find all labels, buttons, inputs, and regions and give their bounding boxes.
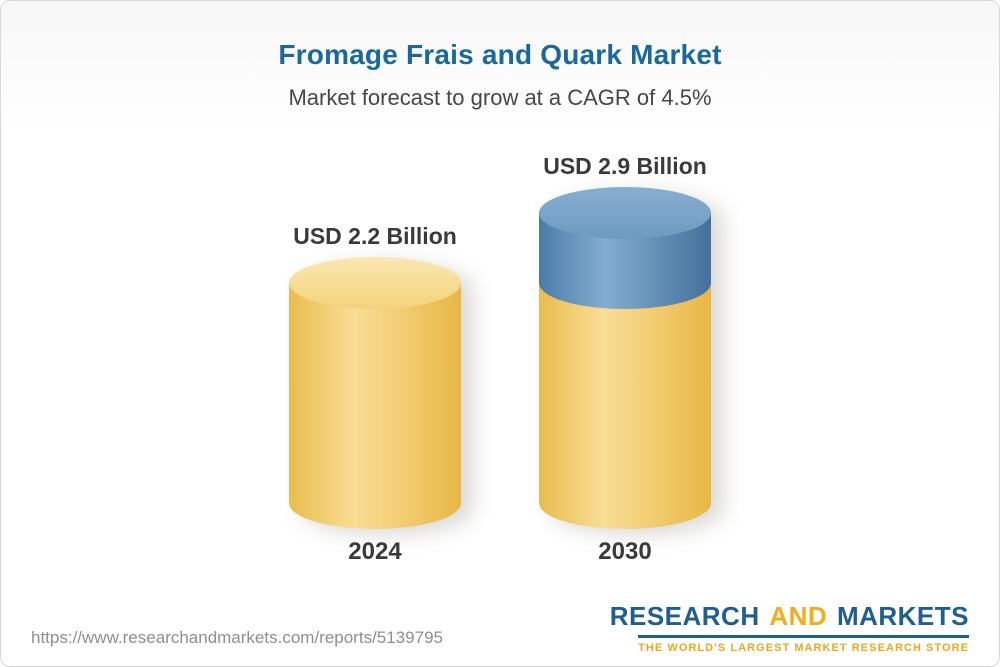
cylinder-bar-2030 bbox=[539, 187, 711, 529]
logo-tagline: THE WORLD'S LARGEST MARKET RESEARCH STOR… bbox=[638, 635, 969, 654]
cylinder-bar-2024 bbox=[289, 257, 461, 529]
logo-word-and: AND bbox=[769, 601, 828, 631]
bar-value-label-2024: USD 2.2 Billion bbox=[293, 223, 457, 249]
category-label-2024: 2024 bbox=[348, 538, 402, 565]
research-and-markets-logo: RESEARCH AND MARKETS THE WORLD'S LARGEST… bbox=[610, 601, 969, 654]
bar-group-2030: USD 2.9 Billion 2030 bbox=[539, 153, 711, 566]
logo-word-markets: MARKETS bbox=[836, 601, 969, 631]
bar-group-2024: USD 2.2 Billion 2024 bbox=[289, 223, 461, 566]
chart-subtitle: Market forecast to grow at a CAGR of 4.5… bbox=[288, 85, 712, 110]
chart-title: Fromage Frais and Quark Market bbox=[278, 39, 722, 70]
chart-area: USD 2.2 Billion 2024 USD 2.9 Billion 2030 bbox=[1, 153, 999, 566]
source-url: https://www.researchandmarkets.com/repor… bbox=[31, 628, 443, 647]
bar-value-label-2030: USD 2.9 Billion bbox=[543, 153, 707, 179]
logo-wordmark: RESEARCH AND MARKETS bbox=[610, 601, 969, 632]
category-label-2030: 2030 bbox=[598, 538, 652, 565]
logo-word-research: RESEARCH bbox=[609, 601, 760, 631]
